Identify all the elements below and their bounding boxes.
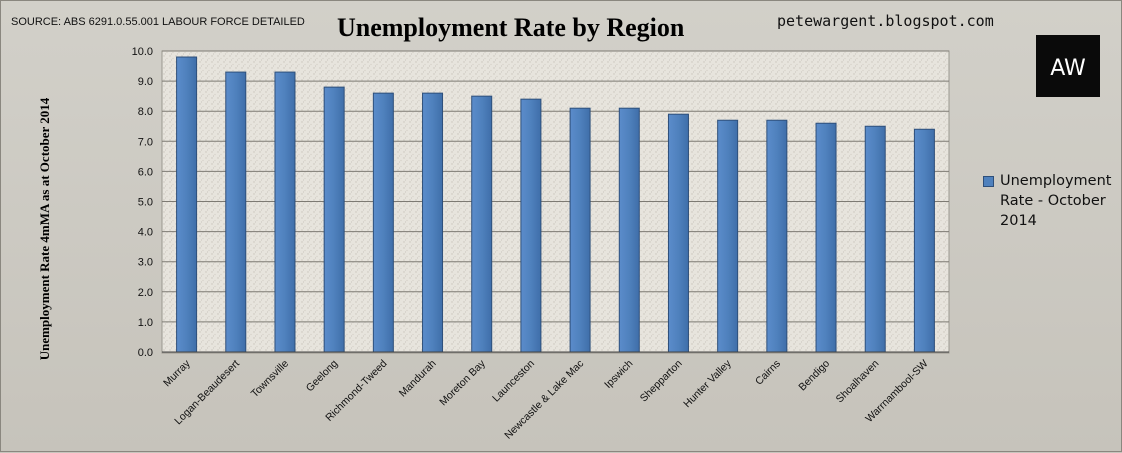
bar-launceston — [520, 98, 542, 353]
bar-newcastle-lake-mac — [569, 107, 591, 353]
y-axis-label: Unemployment Rate 4mMA as at October 201… — [37, 97, 52, 361]
y-axis-ticks: 0.0 1.0 2.0 3.0 4.0 5.0 6.0 7.0 8.0 9.0 10.0 — [132, 46, 153, 359]
bar-mandurah — [422, 92, 444, 353]
x-tick-label: Bendigo — [796, 358, 832, 394]
x-tick-label: Launceston — [490, 358, 537, 405]
y-tick-label: 5.0 — [138, 197, 153, 209]
y-tick-label: 0.0 — [138, 347, 153, 359]
x-tick-label: Cairns — [753, 358, 783, 388]
bar-logan-beaudesert — [225, 71, 247, 353]
bar-murray — [176, 56, 198, 353]
bar-hunter-valley — [717, 119, 739, 353]
x-tick-label: Ipswich — [602, 358, 635, 391]
y-tick-label: 3.0 — [138, 257, 153, 269]
y-tick-label: 10.0 — [132, 46, 153, 58]
x-tick-label: Mandurah — [397, 358, 439, 400]
legend: Unemployment Rate - October 2014 — [983, 171, 1113, 231]
y-tick-label: 8.0 — [138, 106, 153, 118]
x-tick-label: Moreton Bay — [437, 357, 488, 408]
x-tick-label: Shoalhaven — [834, 358, 882, 406]
bar-moreton-bay — [471, 95, 493, 353]
chart-title: Unemployment Rate by Region — [337, 13, 685, 42]
source-note: SOURCE: ABS 6291.0.55.001 LABOUR FORCE D… — [11, 16, 305, 28]
bar-shoalhaven — [864, 125, 886, 353]
y-tick-label: 7.0 — [138, 136, 153, 148]
legend-label: Unemployment Rate - October 2014 — [1000, 173, 1112, 229]
y-tick-label: 2.0 — [138, 287, 153, 299]
x-tick-label: Shepparton — [638, 358, 685, 405]
y-tick-label: 1.0 — [138, 317, 153, 329]
x-tick-label: Murray — [161, 357, 193, 389]
bar-cairns — [766, 119, 788, 353]
bar-geelong — [323, 86, 345, 353]
x-tick-label: Geelong — [304, 358, 341, 395]
aw-logo-text: AW — [1050, 56, 1086, 81]
bar-richmond-tweed — [372, 92, 394, 353]
legend-swatch — [983, 176, 994, 187]
y-tick-label: 4.0 — [138, 227, 153, 239]
y-tick-label: 9.0 — [138, 76, 153, 88]
bar-ipswich — [618, 107, 640, 353]
y-tick-label: 6.0 — [138, 166, 153, 178]
bar-townsville — [274, 71, 296, 353]
site-url: petewargent.blogspot.com — [777, 12, 994, 30]
aw-logo-mark: AW — [1050, 56, 1086, 81]
bar-bendigo — [815, 122, 837, 353]
x-tick-label: Townsville — [249, 358, 291, 400]
bar-warrnambool-sw — [913, 128, 935, 353]
bar-shepparton — [667, 113, 689, 353]
aw-logo: AW — [1036, 35, 1100, 97]
x-tick-label: Hunter Valley — [681, 357, 734, 410]
